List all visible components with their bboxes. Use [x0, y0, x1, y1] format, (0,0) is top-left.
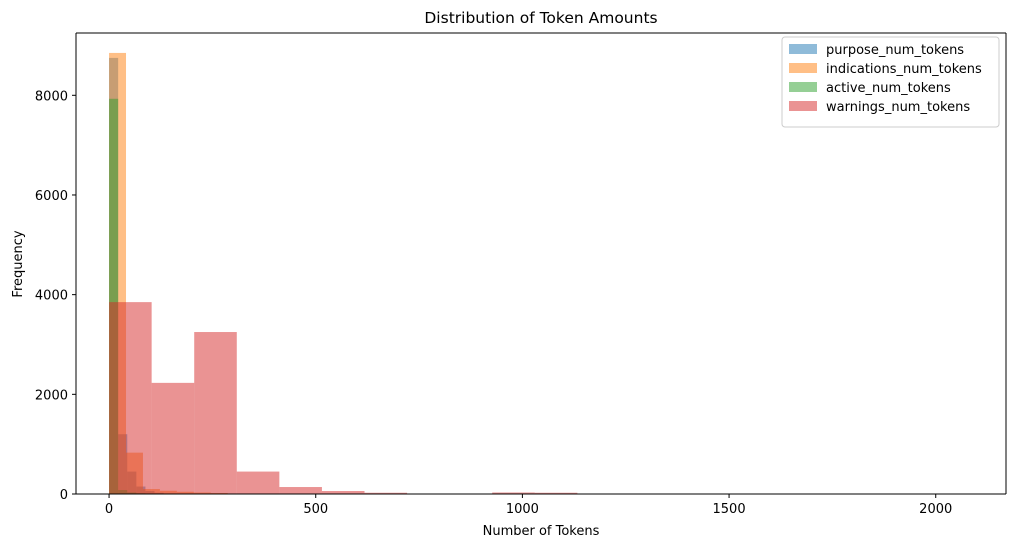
bar-warnings_num_tokens-3: [236, 471, 280, 494]
bar-warnings_num_tokens-9: [492, 492, 535, 494]
y-tick-label-4: 8000: [35, 89, 68, 104]
legend-swatch-warnings_num_tokens: [789, 101, 817, 111]
legend-label-active_num_tokens: active_num_tokens: [826, 81, 951, 96]
bar-warnings_num_tokens-6: [364, 492, 408, 494]
y-tick-label-1: 2000: [35, 388, 68, 403]
bar-warnings_num_tokens-1: [151, 382, 195, 494]
x-tick-label-3: 1500: [713, 502, 746, 517]
y-tick-label-3: 6000: [35, 189, 68, 204]
legend-swatch-active_num_tokens: [789, 82, 817, 92]
y-tick-label-2: 4000: [35, 289, 68, 304]
bar-warnings_num_tokens-4: [279, 487, 322, 494]
bar-warnings_num_tokens-10: [534, 492, 578, 494]
y-axis-label: Frequency: [11, 230, 26, 297]
histogram-bars: [109, 52, 961, 495]
legend: purpose_num_tokens indications_num_tokens…: [781, 36, 1000, 128]
bar-active_num_tokens-0: [109, 98, 119, 494]
bar-warnings_num_tokens-5: [321, 491, 365, 494]
bar-warnings_num_tokens-0: [109, 302, 152, 494]
x-tick-label-2: 1000: [506, 502, 539, 517]
legend-box: [781, 36, 1000, 128]
bar-warnings_num_tokens-2: [194, 332, 237, 494]
y-axis-ticks: 0 2000 4000 6000 8000: [35, 89, 76, 503]
legend-label-purpose_num_tokens: purpose_num_tokens: [826, 43, 964, 58]
legend-label-indications_num_tokens: indications_num_tokens: [826, 62, 982, 77]
chart-title: Distribution of Token Amounts: [424, 9, 657, 27]
axes-spines: [75, 32, 1007, 495]
x-tick-label-0: 0: [105, 502, 113, 517]
legend-swatch-purpose_num_tokens: [789, 44, 817, 54]
x-tick-label-4: 2000: [919, 502, 952, 517]
x-axis-ticks: 0 500 1000 1500 2000: [105, 494, 952, 517]
legend-label-warnings_num_tokens: warnings_num_tokens: [826, 100, 970, 115]
series-warnings_num_tokens: [109, 302, 961, 494]
y-tick-label-0: 0: [60, 488, 68, 503]
legend-swatch-indications_num_tokens: [789, 63, 817, 73]
x-tick-label-1: 500: [303, 502, 328, 517]
x-axis-label: Number of Tokens: [483, 524, 600, 539]
